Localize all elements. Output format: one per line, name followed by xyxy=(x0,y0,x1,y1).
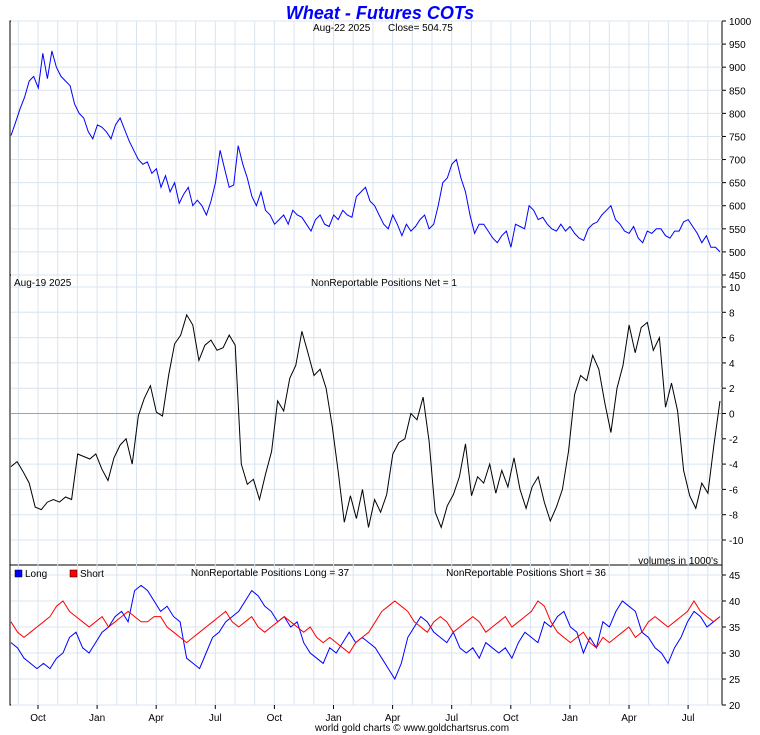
y-tick-label: 950 xyxy=(729,40,746,51)
long-legend-label: Long xyxy=(25,569,47,580)
y-tick-label: 8 xyxy=(729,308,735,319)
long-series-line xyxy=(10,584,721,681)
y-tick-label: -4 xyxy=(729,460,738,471)
price-grid xyxy=(11,20,722,276)
x-tick-label: Jul xyxy=(682,713,695,724)
y-tick-label: 40 xyxy=(729,597,741,608)
x-axis-ticks: Oct Jan Apr Jul Oct Jan Apr Jul Oct Jan Apr Jul xyxy=(30,705,694,724)
y-tick-label: 600 xyxy=(729,202,746,213)
y-tick-label: 45 xyxy=(729,571,741,582)
y-tick-label: 35 xyxy=(729,623,741,634)
y-tick-label: 4 xyxy=(729,359,735,370)
volume-note: volumes in 1000's xyxy=(638,556,718,567)
net-date-label: Aug-19 2025 xyxy=(14,278,72,289)
y-tick-label: 850 xyxy=(729,86,746,97)
x-tick-label: Apr xyxy=(385,713,401,724)
price-close-label: Close= 504.75 xyxy=(388,23,453,34)
net-grid xyxy=(11,275,722,565)
chart-title: Wheat - Futures COTs xyxy=(286,3,474,23)
x-tick-label: Jan xyxy=(325,713,341,724)
y-tick-label: 6 xyxy=(729,334,735,345)
short-legend-label: Short xyxy=(80,569,104,580)
x-tick-label: Oct xyxy=(503,713,519,724)
y-tick-label: -10 xyxy=(729,536,744,547)
y-tick-label: 10 xyxy=(729,283,741,294)
x-tick-label: Jan xyxy=(562,713,578,724)
short-legend-swatch xyxy=(69,569,78,578)
y-tick-label: 650 xyxy=(729,179,746,190)
y-tick-label: 1000 xyxy=(729,17,752,28)
y-tick-label: -2 xyxy=(729,435,738,446)
price-series-line xyxy=(10,50,721,253)
y-tick-label: -6 xyxy=(729,485,738,496)
price-date-label: Aug-22 2025 xyxy=(313,23,371,34)
longshort-y-ticks: 20 25 30 35 40 45 xyxy=(722,571,741,712)
short-series-line xyxy=(10,600,721,654)
y-tick-label: 700 xyxy=(729,156,746,167)
x-tick-label: Jul xyxy=(445,713,458,724)
longshort-grid xyxy=(11,565,722,706)
y-tick-label: 0 xyxy=(729,410,735,421)
long-value-label: NonReportable Positions Long = 37 xyxy=(191,568,350,579)
y-tick-label: 20 xyxy=(729,701,741,712)
y-tick-label: 800 xyxy=(729,109,746,120)
net-series-line xyxy=(10,313,721,529)
x-tick-label: Apr xyxy=(621,713,637,724)
y-tick-label: 750 xyxy=(729,132,746,143)
x-tick-label: Oct xyxy=(30,713,46,724)
y-tick-label: 550 xyxy=(729,225,746,236)
y-tick-label: 25 xyxy=(729,675,741,686)
x-tick-label: Jul xyxy=(209,713,222,724)
net-value-label: NonReportable Positions Net = 1 xyxy=(311,278,457,289)
y-tick-label: 2 xyxy=(729,384,735,395)
y-tick-label: 500 xyxy=(729,248,746,259)
price-y-ticks: 450 500 550 600 650 700 750 800 850 900 950 1000 xyxy=(722,17,752,282)
x-tick-label: Oct xyxy=(267,713,283,724)
short-value-label: NonReportable Positions Short = 36 xyxy=(446,568,606,579)
y-tick-label: 900 xyxy=(729,63,746,74)
x-tick-label: Apr xyxy=(148,713,164,724)
x-tick-label: Jan xyxy=(89,713,105,724)
y-tick-label: 450 xyxy=(729,271,746,282)
y-tick-label: -8 xyxy=(729,511,738,522)
net-y-ticks: -10 -8 -6 -4 -2 0 2 4 6 8 10 xyxy=(722,283,744,547)
footer-credit: world gold charts © www.goldchartsrus.co… xyxy=(314,723,509,734)
y-tick-label: 30 xyxy=(729,649,741,660)
long-legend-swatch xyxy=(14,569,23,578)
